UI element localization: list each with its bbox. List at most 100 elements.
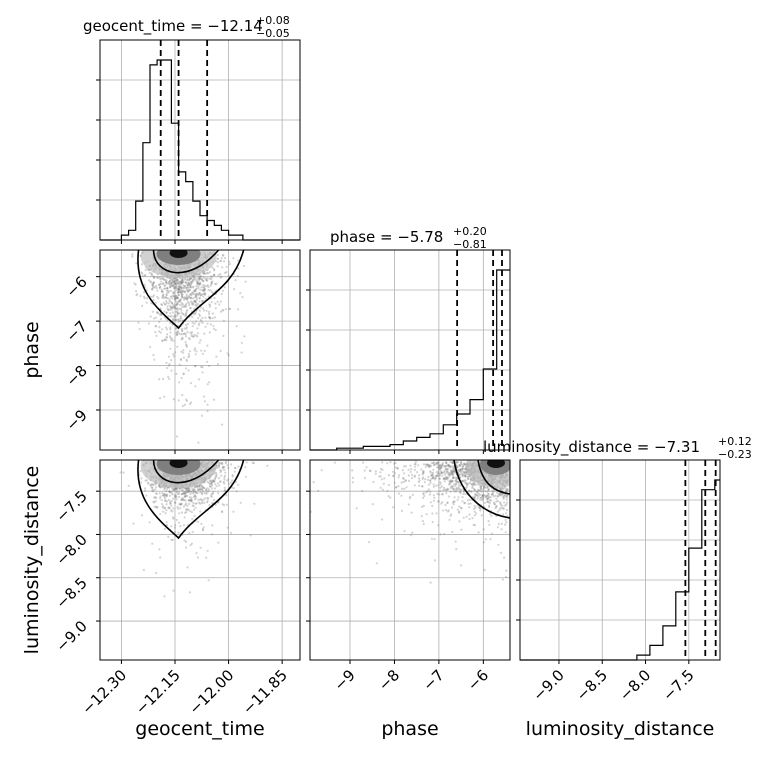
- sample-point: [170, 306, 173, 309]
- sample-point: [429, 470, 432, 473]
- sample-point: [449, 486, 452, 490]
- sample-point: [166, 328, 169, 331]
- sample-point: [452, 475, 455, 478]
- sample-point: [443, 471, 446, 474]
- sample-point: [179, 357, 182, 361]
- sample-point: [458, 505, 461, 508]
- sample-point: [166, 291, 169, 294]
- sample-point: [203, 284, 206, 287]
- sample-point: [174, 496, 177, 499]
- sample-point: [481, 497, 485, 501]
- sample-point: [155, 276, 158, 279]
- sample-point: [169, 285, 172, 288]
- sample-point: [177, 288, 180, 291]
- scatter-phase-vs-geocent-time-points: [131, 250, 247, 444]
- sample-point: [189, 331, 192, 334]
- sample-point: [171, 516, 174, 519]
- sample-point: [182, 373, 185, 376]
- sample-point: [187, 284, 190, 287]
- sample-point: [158, 330, 161, 333]
- sample-point: [193, 278, 196, 281]
- sample-point: [460, 528, 463, 531]
- sample-point: [478, 506, 481, 509]
- sample-point: [251, 461, 254, 464]
- sample-point: [178, 281, 181, 284]
- sample-point: [447, 509, 450, 512]
- sample-point: [179, 281, 183, 284]
- sample-point: [496, 495, 499, 498]
- sample-point: [466, 499, 470, 502]
- sample-point: [208, 479, 211, 482]
- sample-point: [469, 502, 472, 505]
- sample-point: [443, 477, 446, 480]
- sample-point: [454, 483, 457, 486]
- sample-point: [446, 468, 449, 471]
- sample-point: [186, 297, 189, 300]
- sample-point: [438, 463, 442, 466]
- sample-point: [505, 503, 508, 506]
- sample-point: [223, 486, 226, 489]
- sample-point: [458, 465, 462, 468]
- sample-point: [178, 287, 181, 290]
- sample-point: [151, 542, 154, 545]
- sample-point: [369, 469, 372, 472]
- sample-point: [205, 492, 208, 495]
- sample-point: [486, 498, 489, 501]
- sample-point: [184, 499, 187, 502]
- sample-point: [174, 280, 177, 283]
- sample-point: [190, 291, 194, 294]
- sample-point: [363, 469, 366, 472]
- sample-point: [183, 539, 186, 542]
- sample-point: [141, 272, 144, 275]
- sample-point: [223, 478, 226, 481]
- sample-point: [199, 510, 202, 513]
- sample-point: [164, 507, 167, 510]
- sample-point: [183, 296, 186, 299]
- sample-point: [213, 480, 216, 483]
- sample-point: [165, 279, 168, 282]
- sample-point: [493, 503, 497, 506]
- sample-point: [433, 538, 436, 541]
- sample-point: [400, 487, 404, 490]
- sample-point: [182, 284, 185, 287]
- sample-point: [175, 289, 178, 292]
- sample-point: [475, 490, 478, 493]
- sample-point: [163, 395, 166, 398]
- sample-point: [400, 481, 403, 484]
- sample-point: [502, 506, 505, 509]
- sample-point: [487, 489, 490, 492]
- sample-point: [402, 477, 405, 480]
- sample-point: [165, 296, 168, 300]
- sample-point: [161, 339, 164, 342]
- sample-point: [157, 276, 160, 279]
- sample-point: [171, 317, 175, 320]
- sample-point: [199, 488, 202, 491]
- sample-point: [164, 280, 168, 284]
- sample-point: [499, 487, 502, 490]
- sample-point: [435, 462, 439, 465]
- sample-point: [159, 331, 162, 334]
- sample-point: [177, 521, 180, 524]
- sample-point: [498, 509, 501, 512]
- sample-point: [185, 297, 188, 300]
- sample-point: [456, 481, 459, 484]
- sample-point: [166, 286, 169, 290]
- sample-point: [195, 486, 199, 489]
- sample-point: [207, 488, 211, 491]
- sample-point: [152, 500, 155, 503]
- sample-point: [186, 331, 189, 334]
- sample-point: [172, 318, 175, 321]
- sample-point: [428, 493, 431, 496]
- sample-point: [153, 358, 156, 361]
- sample-point: [174, 493, 177, 496]
- sample-point: [365, 466, 368, 469]
- sample-point: [432, 464, 436, 467]
- sample-point: [486, 494, 489, 497]
- sample-point: [184, 487, 187, 491]
- sample-point: [368, 541, 371, 544]
- sample-point: [422, 472, 425, 475]
- sample-point: [432, 485, 435, 488]
- sample-point: [403, 530, 406, 533]
- sample-point: [160, 288, 163, 291]
- sample-point: [199, 282, 202, 285]
